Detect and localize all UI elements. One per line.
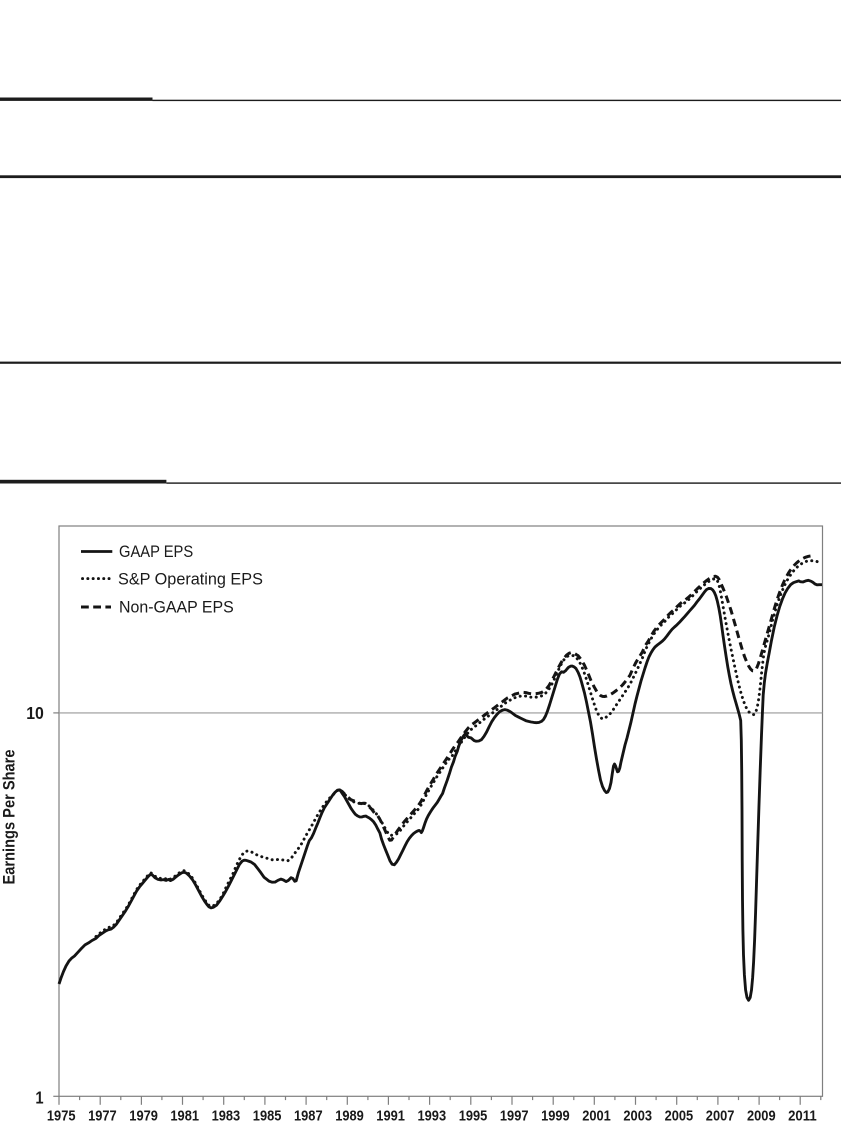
svg-text:1987: 1987: [294, 1108, 323, 1125]
svg-text:1983: 1983: [212, 1108, 241, 1125]
svg-text:1979: 1979: [129, 1108, 158, 1125]
svg-text:1995: 1995: [459, 1108, 488, 1125]
svg-text:1977: 1977: [88, 1108, 117, 1125]
svg-text:GAAP EPS: GAAP EPS: [119, 543, 193, 561]
svg-text:2001: 2001: [582, 1108, 611, 1125]
svg-text:1: 1: [35, 1087, 43, 1107]
svg-text:1991: 1991: [376, 1108, 405, 1125]
svg-text:S&P Operating EPS: S&P Operating EPS: [118, 571, 263, 589]
svg-text:1993: 1993: [418, 1108, 447, 1125]
svg-text:2003: 2003: [623, 1108, 652, 1125]
svg-text:Non-GAAP EPS: Non-GAAP EPS: [119, 599, 234, 617]
svg-text:1999: 1999: [541, 1108, 570, 1125]
svg-text:1997: 1997: [500, 1108, 529, 1125]
svg-text:Earnings Per Share: Earnings Per Share: [0, 750, 19, 885]
svg-text:1975: 1975: [47, 1108, 76, 1125]
svg-text:1985: 1985: [253, 1108, 282, 1125]
svg-text:2005: 2005: [665, 1108, 694, 1125]
svg-text:2007: 2007: [706, 1108, 735, 1125]
svg-text:2011: 2011: [788, 1108, 817, 1125]
svg-text:2009: 2009: [747, 1108, 776, 1125]
svg-text:1989: 1989: [335, 1108, 364, 1125]
svg-text:10: 10: [26, 703, 44, 723]
svg-text:1981: 1981: [170, 1108, 199, 1125]
